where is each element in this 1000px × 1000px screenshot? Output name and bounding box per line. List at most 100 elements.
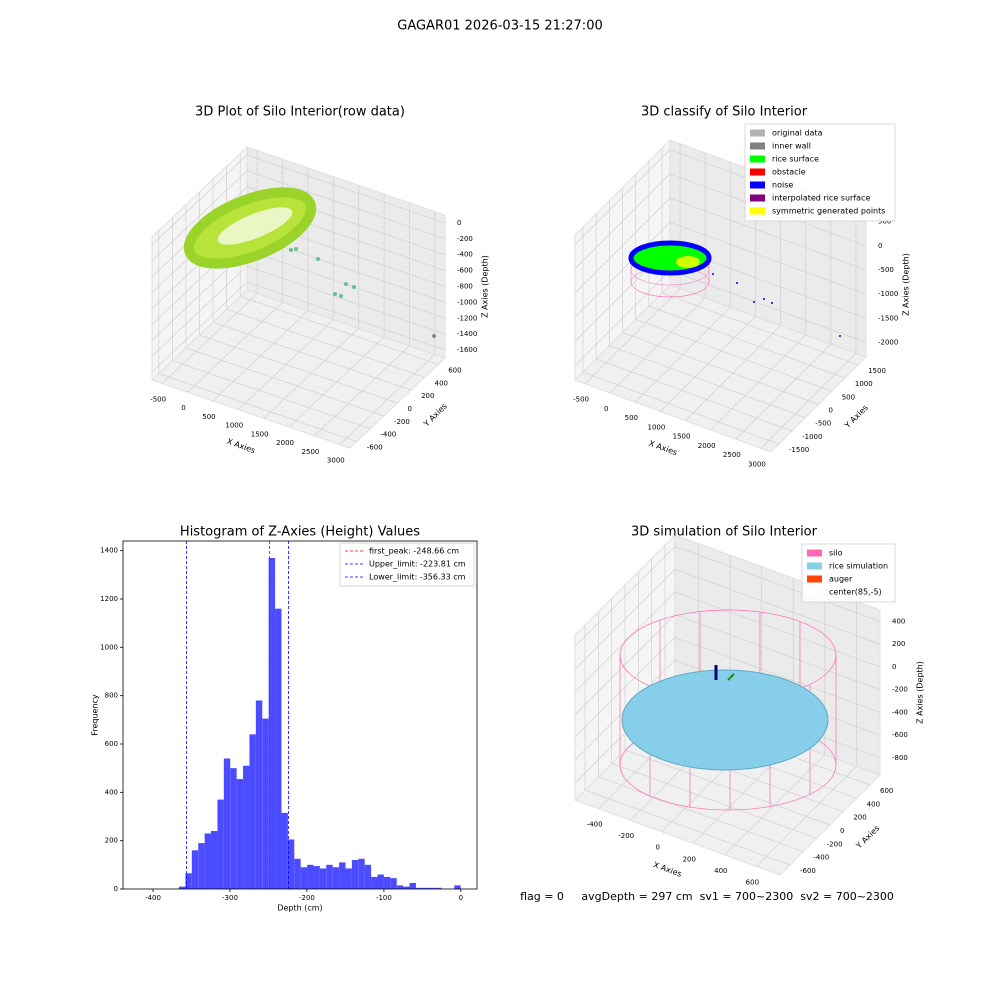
legend-swatch bbox=[750, 155, 765, 163]
x-tick-label: 0 bbox=[459, 894, 463, 902]
x-tick-label: 0 bbox=[181, 404, 185, 412]
legend-swatch bbox=[750, 168, 765, 176]
x-tick-label: -500 bbox=[150, 395, 166, 403]
bar bbox=[454, 885, 461, 889]
grid-line bbox=[574, 197, 671, 294]
bar bbox=[403, 886, 410, 889]
y-tick-label: 1200 bbox=[100, 595, 118, 603]
z-tick-label: 0 bbox=[892, 663, 896, 671]
y-tick-label: 600 bbox=[105, 740, 118, 748]
z-tick-label: -500 bbox=[878, 266, 894, 274]
grid-line bbox=[669, 197, 867, 271]
y-tick-label: -600 bbox=[367, 444, 383, 452]
x-tick-label: -100 bbox=[376, 894, 392, 902]
legend-label: center(85,-5) bbox=[829, 588, 882, 597]
z-tick-label: 400 bbox=[892, 617, 905, 625]
bar bbox=[191, 850, 199, 889]
legend-swatch bbox=[807, 575, 822, 583]
bar bbox=[428, 887, 436, 889]
x-tick-label: 2500 bbox=[302, 448, 320, 456]
bar bbox=[351, 860, 359, 889]
legend-swatch bbox=[750, 181, 765, 189]
grid-line bbox=[674, 637, 881, 713]
bar bbox=[358, 858, 365, 889]
x-tick-label: -400 bbox=[587, 821, 603, 829]
y-tick-label: 0 bbox=[114, 885, 118, 893]
grid-line bbox=[648, 305, 846, 379]
grid-line bbox=[151, 265, 248, 357]
z-axis-label: Z Axies (Depth) bbox=[902, 253, 911, 316]
z-tick-label: -600 bbox=[457, 267, 473, 275]
grid-line bbox=[574, 614, 676, 715]
bar bbox=[339, 862, 346, 889]
bar bbox=[332, 867, 340, 889]
x-tick-label: -400 bbox=[145, 894, 161, 902]
grid-line bbox=[226, 308, 425, 378]
x-tick-label: 200 bbox=[683, 855, 696, 863]
z-tick-label: -1400 bbox=[457, 330, 477, 338]
grid-line bbox=[661, 292, 859, 366]
z-tick-label: 0 bbox=[457, 219, 461, 227]
bar bbox=[217, 799, 224, 889]
bar bbox=[185, 873, 192, 889]
x-tick-label: -300 bbox=[222, 894, 238, 902]
y-tick-label: 200 bbox=[105, 837, 118, 845]
legend-label: interpolated rice surface bbox=[772, 194, 870, 203]
bar bbox=[287, 839, 295, 889]
z-tick-label: -800 bbox=[457, 283, 473, 291]
legend-swatch bbox=[750, 129, 765, 137]
bar bbox=[319, 868, 327, 889]
x-tick-label: -200 bbox=[618, 832, 634, 840]
y-axis-label: Frequency bbox=[91, 694, 100, 736]
grid-line bbox=[574, 221, 671, 318]
bar bbox=[415, 887, 423, 889]
bar bbox=[409, 882, 416, 889]
x-tick-label: 500 bbox=[202, 413, 215, 421]
y-tick-label: 400 bbox=[105, 788, 118, 796]
z-tick-label: -600 bbox=[892, 731, 908, 739]
bar bbox=[255, 700, 263, 889]
grid-line bbox=[151, 281, 248, 373]
grid-line bbox=[595, 358, 793, 432]
y-tick-label: 1000 bbox=[100, 643, 118, 651]
bar bbox=[435, 887, 442, 889]
legend-swatch bbox=[750, 194, 765, 202]
z-axis-label: Z Axies (Depth) bbox=[916, 661, 925, 724]
bar bbox=[307, 864, 314, 889]
grid-line bbox=[185, 347, 385, 417]
x-tick-label: 1500 bbox=[251, 430, 269, 438]
grid-line bbox=[609, 345, 806, 419]
x-tick-label: 500 bbox=[625, 414, 638, 422]
bar bbox=[345, 868, 352, 889]
legend-swatch bbox=[750, 207, 765, 215]
grid-line bbox=[611, 763, 817, 839]
grid-line bbox=[172, 360, 371, 430]
y-tick-label: 0 bbox=[840, 827, 844, 835]
legend-label: first_peak: -248.66 cm bbox=[369, 547, 459, 556]
grid-line bbox=[246, 154, 446, 224]
z-tick-label: -1200 bbox=[457, 314, 477, 322]
x-tick-label: 2500 bbox=[723, 451, 741, 459]
z-tick-label: -1000 bbox=[457, 298, 477, 306]
bar bbox=[249, 734, 256, 889]
bar bbox=[230, 768, 237, 889]
x-tick-label: 2000 bbox=[698, 442, 716, 450]
figure-title: GAGAR01 2026-03-15 21:27:00 bbox=[397, 19, 602, 34]
grid-line bbox=[584, 789, 791, 866]
bar bbox=[422, 887, 429, 889]
grid-line bbox=[598, 776, 804, 852]
y-tick-label: 0 bbox=[408, 405, 412, 413]
z-tick-label: -1500 bbox=[878, 314, 898, 322]
y-tick-label: 200 bbox=[853, 814, 866, 822]
bar bbox=[236, 779, 244, 889]
chart-title: 3D Plot of Silo Interior(row data) bbox=[195, 105, 405, 120]
y-tick-label: -1500 bbox=[789, 446, 809, 454]
grid-line bbox=[212, 321, 412, 391]
bar bbox=[268, 557, 276, 889]
grid-line bbox=[635, 318, 832, 392]
x-tick-label: 0 bbox=[604, 405, 608, 413]
grid-line bbox=[674, 546, 881, 622]
grid-line bbox=[582, 371, 780, 445]
y-tick-label: -1000 bbox=[802, 433, 822, 441]
